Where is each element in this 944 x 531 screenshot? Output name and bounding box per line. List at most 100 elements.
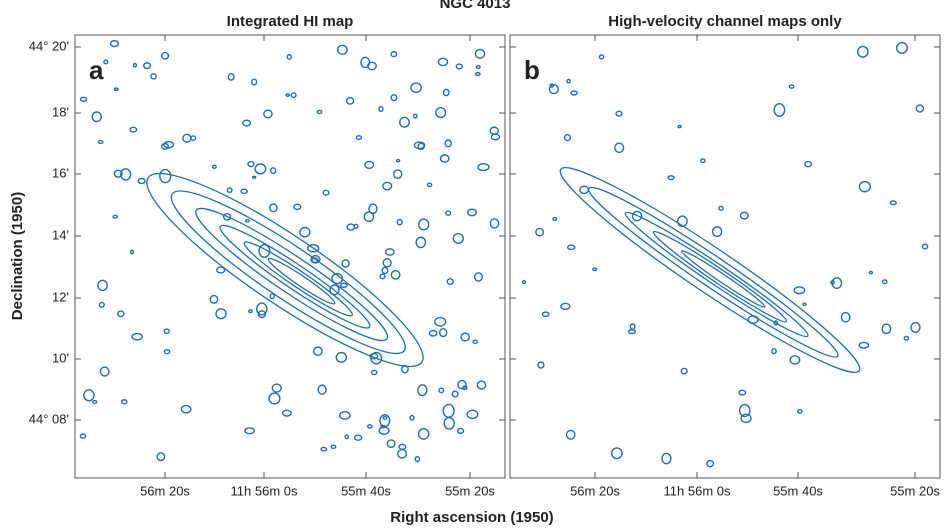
contour: [395, 158, 401, 163]
contour: [317, 384, 327, 395]
contour: [840, 312, 851, 323]
contour: [109, 40, 120, 48]
contour: [132, 62, 138, 68]
contour: [103, 59, 109, 65]
x-tick-label: 11h 56m 0s: [231, 483, 298, 498]
contour: [796, 409, 803, 414]
contour: [537, 361, 545, 369]
contour: [396, 448, 408, 459]
contour: [700, 158, 706, 164]
contour: [129, 126, 138, 133]
galaxy-contour: [219, 224, 371, 329]
contour: [384, 248, 395, 256]
contour: [113, 169, 123, 178]
contour: [399, 116, 410, 128]
contour: [161, 142, 169, 150]
contour: [610, 447, 623, 460]
contour: [521, 280, 527, 285]
contour: [771, 348, 777, 355]
panel-letter: b: [524, 55, 540, 85]
contour: [330, 444, 337, 450]
contour: [329, 284, 340, 296]
contour: [535, 227, 545, 237]
contour: [316, 109, 323, 115]
contour: [244, 218, 250, 223]
contour: [434, 316, 447, 327]
contour: [390, 269, 401, 280]
contour: [570, 90, 578, 96]
contour: [475, 65, 481, 70]
contour: [740, 413, 752, 424]
contour: [667, 175, 675, 181]
contour: [592, 267, 598, 272]
contour: [258, 243, 271, 258]
contour: [452, 232, 464, 245]
contour: [382, 181, 393, 191]
contour: [268, 392, 281, 405]
contour: [150, 73, 157, 80]
contour: [156, 452, 166, 462]
contour: [293, 203, 302, 211]
contour: [244, 427, 255, 435]
contour: [112, 214, 118, 219]
contour: [285, 93, 291, 97]
x-axis-label: Right ascension (1950): [390, 509, 553, 526]
contour: [615, 110, 623, 117]
panel-letter: a: [89, 55, 104, 85]
contour: [856, 45, 869, 58]
contour: [215, 308, 227, 320]
contour: [439, 154, 450, 163]
contour: [341, 259, 350, 268]
contour: [418, 218, 430, 231]
y-tick-label: 12': [52, 289, 69, 304]
contour: [442, 88, 450, 97]
contour: [793, 286, 806, 295]
x-tick-label: 55m 40s: [773, 483, 823, 498]
contour: [802, 302, 807, 307]
contour: [466, 208, 478, 217]
contour: [310, 254, 321, 264]
contour: [738, 389, 747, 396]
y-tick-label: 14': [52, 227, 69, 242]
contour: [462, 385, 468, 391]
contour: [98, 301, 105, 308]
contour: [451, 390, 459, 398]
contour: [455, 63, 463, 70]
contour: [137, 177, 146, 185]
contour: [711, 226, 723, 238]
contour: [247, 160, 255, 168]
contour: [881, 279, 888, 285]
contour: [180, 404, 192, 414]
figure-title: NGC 4013: [440, 0, 511, 12]
contour: [417, 428, 430, 440]
contour: [831, 277, 843, 290]
contour: [216, 266, 226, 274]
contour: [563, 133, 572, 142]
contour: [226, 187, 233, 194]
x-tick-label: 11h 56m 0s: [664, 483, 731, 498]
contour: [565, 429, 576, 440]
contour: [268, 203, 278, 213]
contour: [410, 82, 423, 94]
contour: [560, 302, 571, 310]
contour: [346, 223, 356, 231]
contour: [97, 279, 108, 292]
contour: [881, 323, 892, 335]
contour: [903, 335, 910, 341]
contour: [739, 211, 749, 220]
contour: [466, 409, 479, 420]
contour: [211, 164, 217, 169]
x-tick-label: 56m 20s: [140, 483, 190, 498]
contour: [446, 278, 454, 286]
x-tick-label: 55m 20s: [890, 483, 940, 498]
contour: [129, 249, 135, 255]
contour: [83, 389, 95, 402]
x-tick-label: 55m 20s: [445, 483, 495, 498]
galaxy-contour: [588, 186, 839, 358]
contour: [120, 168, 132, 181]
contour: [415, 236, 427, 249]
contour: [414, 455, 421, 463]
contour: [322, 189, 330, 196]
x-tick-label: 56m 20s: [570, 483, 620, 498]
contour: [381, 266, 389, 275]
